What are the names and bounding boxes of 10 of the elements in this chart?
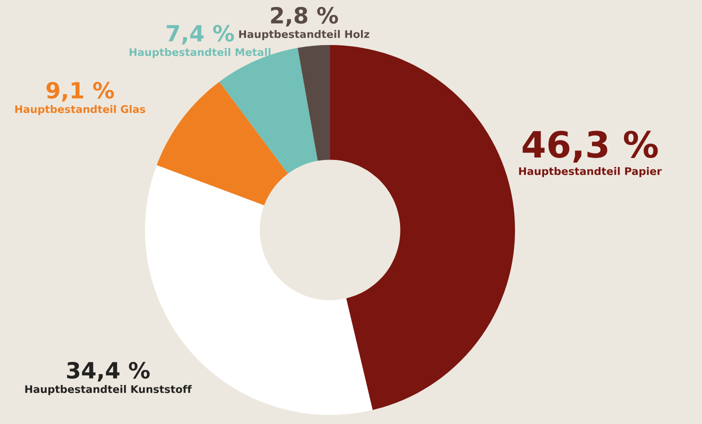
data-label: 34,4 % <box>67 362 150 382</box>
slice-label: Hauptbestandteil Papier <box>519 167 662 178</box>
data-label: 7,4 % <box>166 24 234 45</box>
slice-label: Hauptbestandteil Kunststoff <box>25 385 192 396</box>
data-label: 9,1 % <box>46 82 114 102</box>
data-label: 2,8 % <box>271 6 338 27</box>
slice-label: Hauptbestandteil Holz <box>239 30 370 40</box>
slice-label: Hauptbestandteil Glas <box>15 105 146 116</box>
slice-label: Hauptbestandteil Metall <box>130 48 270 58</box>
data-label: 46,3 % <box>522 130 658 163</box>
